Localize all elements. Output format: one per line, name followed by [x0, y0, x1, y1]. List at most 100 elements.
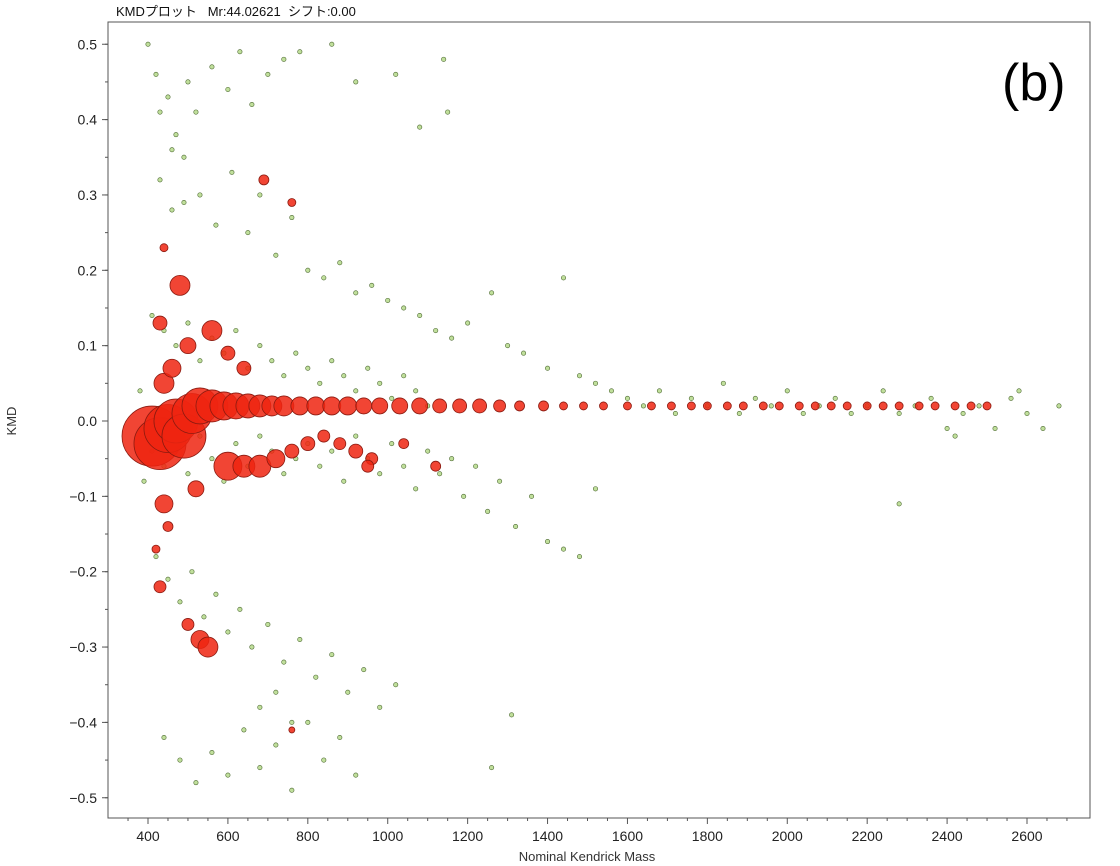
- scatter-point-major: [894, 401, 904, 411]
- scatter-point-major: [667, 401, 676, 411]
- scatter-point-minor: [233, 328, 239, 334]
- scatter-point-minor: [389, 395, 395, 401]
- scatter-point-major: [348, 443, 364, 459]
- scatter-point-minor: [209, 64, 215, 70]
- scatter-point-major: [794, 401, 804, 411]
- scatter-point-minor: [173, 132, 179, 138]
- chart-marks: [121, 41, 1062, 793]
- scatter-point-minor: [185, 320, 191, 326]
- y-tick-label: −0.2: [69, 564, 97, 580]
- scatter-point-minor: [393, 71, 399, 77]
- scatter-point-minor: [181, 199, 187, 205]
- scatter-point-minor: [237, 606, 243, 612]
- scatter-point-major: [333, 437, 347, 451]
- scatter-point-major: [153, 580, 167, 594]
- scatter-point-minor: [165, 94, 171, 100]
- scatter-point-minor: [257, 433, 263, 439]
- panel-label: (b): [1002, 54, 1066, 112]
- scatter-point-minor: [317, 380, 323, 386]
- scatter-point-minor: [177, 599, 183, 605]
- scatter-point-major: [258, 174, 270, 186]
- y-tick-label: −0.1: [69, 488, 97, 504]
- scatter-point-minor: [425, 448, 431, 454]
- scatter-point-major: [982, 401, 992, 411]
- scatter-point-minor: [353, 79, 359, 85]
- scatter-point-minor: [149, 313, 155, 319]
- scatter-point-minor: [337, 734, 343, 740]
- scatter-point-minor: [1016, 388, 1022, 394]
- scatter-point-minor: [896, 410, 902, 416]
- scatter-point-minor: [189, 569, 195, 575]
- scatter-point-minor: [393, 682, 399, 688]
- scatter-point-major: [338, 396, 358, 416]
- scatter-point-major: [810, 401, 820, 411]
- scatter-point-minor: [173, 343, 179, 349]
- scatter-point-major: [686, 401, 696, 411]
- scatter-point-minor: [337, 260, 343, 266]
- scatter-point-minor: [249, 102, 255, 108]
- scatter-point-minor: [832, 395, 838, 401]
- y-axis-title: KMD: [4, 407, 19, 436]
- scatter-point-minor: [233, 441, 239, 447]
- x-tick-label: 2200: [852, 828, 883, 844]
- y-tick-label: 0.3: [78, 187, 98, 203]
- scatter-point-minor: [257, 192, 263, 198]
- scatter-point-minor: [197, 192, 203, 198]
- scatter-point-minor: [257, 765, 263, 771]
- scatter-point-minor: [341, 373, 347, 379]
- scatter-point-minor: [976, 403, 982, 409]
- scatter-point-minor: [353, 290, 359, 296]
- scatter-point-major: [758, 401, 768, 411]
- y-tick-label: 0.1: [78, 338, 98, 354]
- scatter-point-major: [472, 398, 488, 414]
- scatter-point-minor: [437, 471, 443, 477]
- scatter-point-minor: [157, 177, 163, 183]
- scatter-point-minor: [225, 772, 231, 778]
- scatter-point-minor: [401, 305, 407, 311]
- scatter-point-major: [774, 401, 784, 411]
- scatter-point-minor: [385, 297, 391, 303]
- scatter-point-minor: [153, 554, 159, 560]
- scatter-point-minor: [561, 275, 567, 281]
- scatter-point-major: [842, 401, 852, 411]
- scatter-point-minor: [592, 380, 598, 386]
- scatter-point-minor: [281, 659, 287, 665]
- scatter-point-minor: [329, 652, 335, 658]
- scatter-point-minor: [1040, 426, 1046, 432]
- scatter-point-minor: [521, 350, 527, 356]
- scatter-point-major: [623, 401, 632, 411]
- scatter-point-minor: [1024, 410, 1030, 416]
- scatter-point-minor: [241, 727, 247, 733]
- scatter-point-minor: [577, 373, 583, 379]
- scatter-point-minor: [329, 41, 335, 47]
- scatter-point-major: [159, 243, 169, 253]
- scatter-point-minor: [273, 252, 279, 258]
- scatter-point-minor: [529, 493, 535, 499]
- scatter-point-major: [266, 449, 286, 469]
- scatter-point-major: [738, 401, 748, 411]
- scatter-point-minor: [784, 388, 790, 394]
- scatter-point-major: [914, 401, 924, 411]
- scatter-point-minor: [273, 742, 279, 748]
- scatter-point-minor: [341, 478, 347, 484]
- scatter-point-minor: [321, 757, 327, 763]
- scatter-point-major: [702, 401, 712, 411]
- scatter-point-major: [538, 400, 549, 412]
- scatter-point-major: [878, 401, 888, 411]
- scatter-point-major: [317, 429, 331, 443]
- x-tick-label: 1000: [372, 828, 403, 844]
- scatter-point-minor: [465, 320, 471, 326]
- scatter-point-major: [287, 198, 297, 207]
- scatter-point-major: [579, 401, 588, 411]
- scatter-point-minor: [624, 395, 630, 401]
- y-tick-label: 0.4: [78, 112, 98, 128]
- scatter-point-minor: [237, 49, 243, 55]
- scatter-point-major: [152, 315, 168, 331]
- x-tick-label: 400: [136, 828, 160, 844]
- scatter-point-minor: [193, 780, 199, 786]
- scatter-point-minor: [720, 380, 726, 386]
- scatter-point-major: [187, 480, 205, 498]
- scatter-point-minor: [145, 41, 151, 47]
- scatter-point-minor: [281, 471, 287, 477]
- scatter-point-minor: [289, 215, 295, 221]
